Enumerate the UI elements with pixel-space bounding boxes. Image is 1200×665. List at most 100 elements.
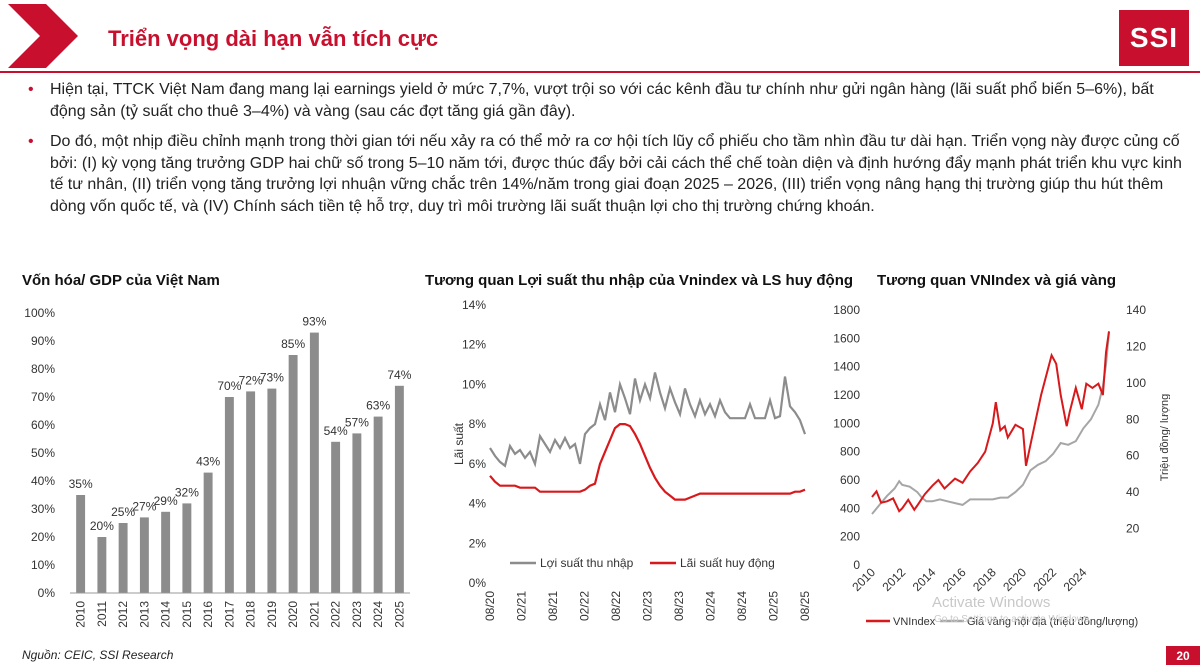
data-label: 63% <box>366 399 390 413</box>
activate-windows-subtext: Go to Settings to activate Windows. <box>934 614 1092 625</box>
x-tick-label: 2010 <box>74 601 88 628</box>
chart3-title: Tương quan VNIndex và giá vàng <box>877 272 1117 289</box>
header-divider <box>0 71 1200 73</box>
y-right-tick-label: 140 <box>1126 303 1146 317</box>
y-tick-label: 50% <box>31 446 55 460</box>
x-tick-label: 2014 <box>159 601 173 628</box>
bar <box>331 441 341 593</box>
y-tick-label: 20% <box>31 530 55 544</box>
logo-text: SSI <box>1129 22 1179 53</box>
x-tick-label: 2019 <box>265 601 279 628</box>
data-label: 74% <box>387 368 411 382</box>
bar <box>182 503 192 593</box>
chart-market-cap-gdp: 0% 10% 20% 30% 40% 50% 60% 70% 80% 90% 100% 35% 2010… <box>24 306 411 628</box>
y-left-tick-label: 1800 <box>833 303 860 317</box>
data-label: 43% <box>196 455 220 469</box>
x-tick-label: 2022 <box>329 601 343 628</box>
x-tick-label: 2018 <box>970 565 999 594</box>
x-tick-label: 2020 <box>286 601 300 628</box>
chart1-title: Vốn hóa/ GDP của Việt Nam <box>22 272 220 289</box>
data-label: 54% <box>324 424 348 438</box>
y-tick-label: 14% <box>462 298 486 312</box>
y-tick-label: 10% <box>31 558 55 572</box>
x-tick-label: 02/22 <box>578 591 592 621</box>
bar <box>97 537 107 593</box>
legend-label: Lãi suất huy động <box>680 556 775 570</box>
x-tick-label: 2012 <box>116 601 130 628</box>
y-tick-label: 2% <box>469 536 487 550</box>
y-right-tick-label: 40 <box>1126 485 1140 499</box>
x-tick-label: 2022 <box>1030 565 1059 594</box>
y-tick-label: 40% <box>31 474 55 488</box>
data-label: 25% <box>111 505 135 519</box>
header-chevron-icon <box>8 4 78 68</box>
x-tick-label: 08/20 <box>483 591 497 621</box>
x-tick-label: 08/21 <box>546 591 560 621</box>
chart-earnings-yield-vs-deposit-rate: 0% 2% 4% 6% 8% 10% 12% 14% Lãi suất 08/20 02/21 08/… <box>452 298 812 621</box>
x-tick-label: 02/23 <box>641 591 655 621</box>
activate-windows-watermark: Activate Windows <box>932 594 1051 611</box>
bar <box>373 416 383 593</box>
y-left-tick-label: 1000 <box>833 416 860 430</box>
data-label: 20% <box>90 519 114 533</box>
bar <box>309 332 319 593</box>
bullet-text: Hiện tại, TTCK Việt Nam đang mang lại ea… <box>50 81 1154 120</box>
bar <box>394 385 404 593</box>
y-tick-label: 100% <box>24 306 55 320</box>
series-line <box>871 331 1110 515</box>
x-tick-label: 08/24 <box>735 591 749 621</box>
series-line <box>489 423 806 501</box>
data-label: 29% <box>154 494 178 508</box>
x-tick-label: 2024 <box>371 601 385 628</box>
y-tick-label: 60% <box>31 418 55 432</box>
legend-label: Lợi suất thu nhập <box>540 556 634 570</box>
bar <box>161 511 171 593</box>
bullet-item: • Hiện tại, TTCK Việt Nam đang mang lại … <box>24 79 1184 122</box>
data-label: 93% <box>302 315 326 329</box>
data-label: 57% <box>345 415 369 429</box>
y-right-axis-title: Triệu đồng/ lượng <box>1159 394 1170 482</box>
y-right-tick-label: 20 <box>1126 522 1140 536</box>
x-tick-label: 2017 <box>222 601 236 628</box>
y-left-tick-label: 200 <box>840 530 860 544</box>
x-tick-label: 2016 <box>940 565 969 594</box>
chart2-title: Tương quan Lợi suất thu nhập của Vnindex… <box>425 272 854 289</box>
y-left-tick-label: 800 <box>840 445 860 459</box>
x-tick-label: 2020 <box>1000 565 1029 594</box>
bullet-dot: • <box>28 133 34 150</box>
data-label: 70% <box>217 379 241 393</box>
series-line <box>871 331 1110 513</box>
bar <box>76 495 86 593</box>
bar <box>139 517 149 593</box>
bar <box>246 391 256 593</box>
y-tick-label: 10% <box>462 377 486 391</box>
bar <box>288 355 298 593</box>
x-tick-label: 02/21 <box>515 591 529 621</box>
source-note: Nguồn: CEIC, SSI Research <box>22 648 174 662</box>
legend-label: VNIndex <box>893 616 936 628</box>
page-number: 20 <box>1166 646 1200 665</box>
y-tick-label: 12% <box>462 338 486 352</box>
bar <box>267 388 277 593</box>
bar <box>224 397 234 593</box>
data-label: 35% <box>69 477 93 491</box>
y-right-tick-label: 100 <box>1126 376 1146 390</box>
x-tick-label: 02/24 <box>704 591 718 621</box>
y-left-tick-label: 1400 <box>833 360 860 374</box>
ssi-logo: SSI <box>1119 10 1189 66</box>
y-tick-label: 0% <box>38 586 56 600</box>
x-tick-label: 2024 <box>1061 565 1090 594</box>
x-tick-label: 2012 <box>880 565 909 594</box>
y-tick-label: 30% <box>31 502 55 516</box>
y-left-tick-label: 0 <box>853 558 860 572</box>
x-tick-label: 2014 <box>910 565 939 594</box>
x-tick-label: 08/25 <box>798 591 812 621</box>
data-label: 73% <box>260 371 284 385</box>
x-tick-label: 2015 <box>180 601 194 628</box>
bullet-list: • Hiện tại, TTCK Việt Nam đang mang lại … <box>24 79 1184 226</box>
x-tick-label: 02/25 <box>767 591 781 621</box>
x-tick-label: 2021 <box>307 601 321 628</box>
x-tick-label: 2018 <box>244 601 258 628</box>
x-tick-label: 08/23 <box>672 591 686 621</box>
bullet-dot: • <box>28 81 34 98</box>
